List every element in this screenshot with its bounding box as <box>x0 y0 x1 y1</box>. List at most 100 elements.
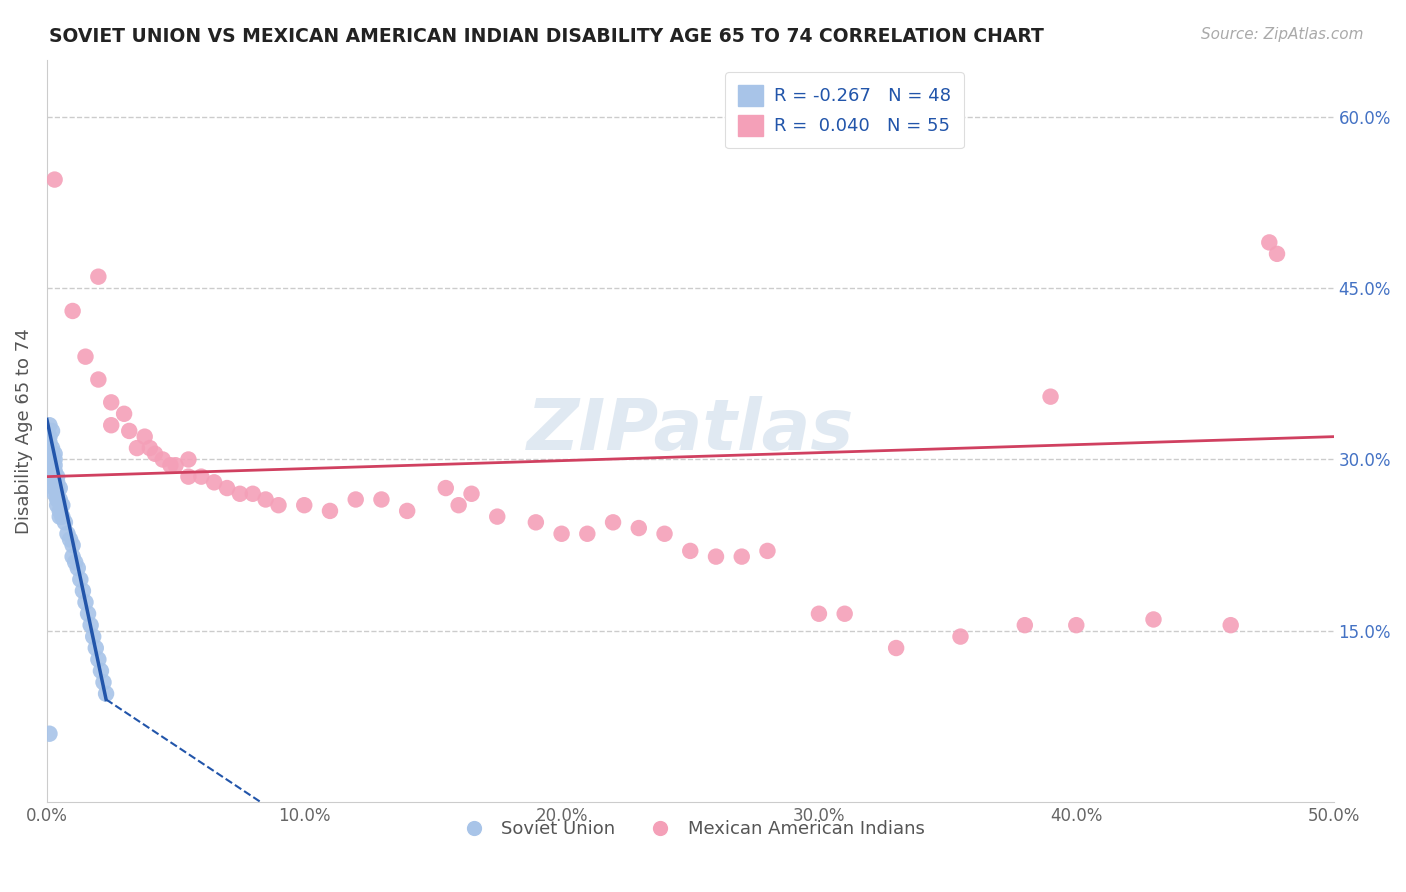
Point <box>524 516 547 530</box>
Point <box>51 509 73 524</box>
Point <box>460 487 482 501</box>
Point <box>41 441 63 455</box>
Point <box>44 464 66 478</box>
Point <box>38 430 60 444</box>
Point <box>41 458 63 473</box>
Point <box>72 583 94 598</box>
Point <box>165 458 187 473</box>
Point <box>159 458 181 473</box>
Point <box>949 630 972 644</box>
Point <box>46 475 69 490</box>
Point <box>49 481 72 495</box>
Point <box>49 492 72 507</box>
Point <box>1039 390 1062 404</box>
Point <box>242 487 264 501</box>
Point <box>38 435 60 450</box>
Point <box>44 452 66 467</box>
Point <box>44 481 66 495</box>
Point <box>69 573 91 587</box>
Point <box>627 521 650 535</box>
Point <box>550 526 572 541</box>
Point <box>66 561 89 575</box>
Point <box>77 607 100 621</box>
Point <box>370 492 392 507</box>
Point <box>434 481 457 495</box>
Point <box>93 675 115 690</box>
Point <box>134 430 156 444</box>
Point <box>756 544 779 558</box>
Point <box>51 498 73 512</box>
Point <box>731 549 754 564</box>
Point <box>63 555 86 569</box>
Y-axis label: Disability Age 65 to 74: Disability Age 65 to 74 <box>15 328 32 533</box>
Point <box>139 441 162 455</box>
Text: ZIPatlas: ZIPatlas <box>527 396 853 466</box>
Point <box>704 549 727 564</box>
Point <box>100 418 122 433</box>
Point <box>190 469 212 483</box>
Point <box>46 498 69 512</box>
Point <box>62 304 84 318</box>
Point <box>884 640 907 655</box>
Point <box>87 269 110 284</box>
Point <box>319 504 342 518</box>
Text: Source: ZipAtlas.com: Source: ZipAtlas.com <box>1201 27 1364 42</box>
Point <box>177 452 200 467</box>
Point <box>46 469 69 483</box>
Point <box>152 452 174 467</box>
Point <box>292 498 315 512</box>
Point <box>75 595 97 609</box>
Point <box>44 487 66 501</box>
Point <box>44 447 66 461</box>
Point <box>46 492 69 507</box>
Point <box>254 492 277 507</box>
Point <box>59 533 82 547</box>
Point <box>41 447 63 461</box>
Point <box>1064 618 1087 632</box>
Point <box>44 469 66 483</box>
Point <box>44 172 66 186</box>
Point <box>834 607 856 621</box>
Point <box>229 487 252 501</box>
Point <box>38 418 60 433</box>
Point <box>602 516 624 530</box>
Point <box>344 492 367 507</box>
Legend: Soviet Union, Mexican American Indians: Soviet Union, Mexican American Indians <box>449 813 932 846</box>
Point <box>94 687 117 701</box>
Point <box>46 487 69 501</box>
Point <box>46 481 69 495</box>
Point <box>118 424 141 438</box>
Point <box>177 469 200 483</box>
Point <box>1219 618 1241 632</box>
Point <box>396 504 419 518</box>
Point <box>807 607 830 621</box>
Point <box>576 526 599 541</box>
Point <box>41 464 63 478</box>
Point <box>267 498 290 512</box>
Point <box>84 640 107 655</box>
Point <box>112 407 135 421</box>
Point <box>143 447 166 461</box>
Point <box>53 516 76 530</box>
Point <box>486 509 509 524</box>
Point <box>125 441 148 455</box>
Point <box>202 475 225 490</box>
Point <box>100 395 122 409</box>
Point <box>44 458 66 473</box>
Point <box>1258 235 1281 250</box>
Point <box>1014 618 1036 632</box>
Point <box>87 372 110 386</box>
Point <box>38 727 60 741</box>
Point <box>679 544 702 558</box>
Point <box>41 424 63 438</box>
Point <box>1142 612 1164 626</box>
Point <box>49 509 72 524</box>
Point <box>62 549 84 564</box>
Point <box>62 538 84 552</box>
Point <box>1265 247 1288 261</box>
Point <box>654 526 676 541</box>
Point <box>215 481 238 495</box>
Text: SOVIET UNION VS MEXICAN AMERICAN INDIAN DISABILITY AGE 65 TO 74 CORRELATION CHAR: SOVIET UNION VS MEXICAN AMERICAN INDIAN … <box>49 27 1045 45</box>
Point <box>82 630 104 644</box>
Point <box>79 618 101 632</box>
